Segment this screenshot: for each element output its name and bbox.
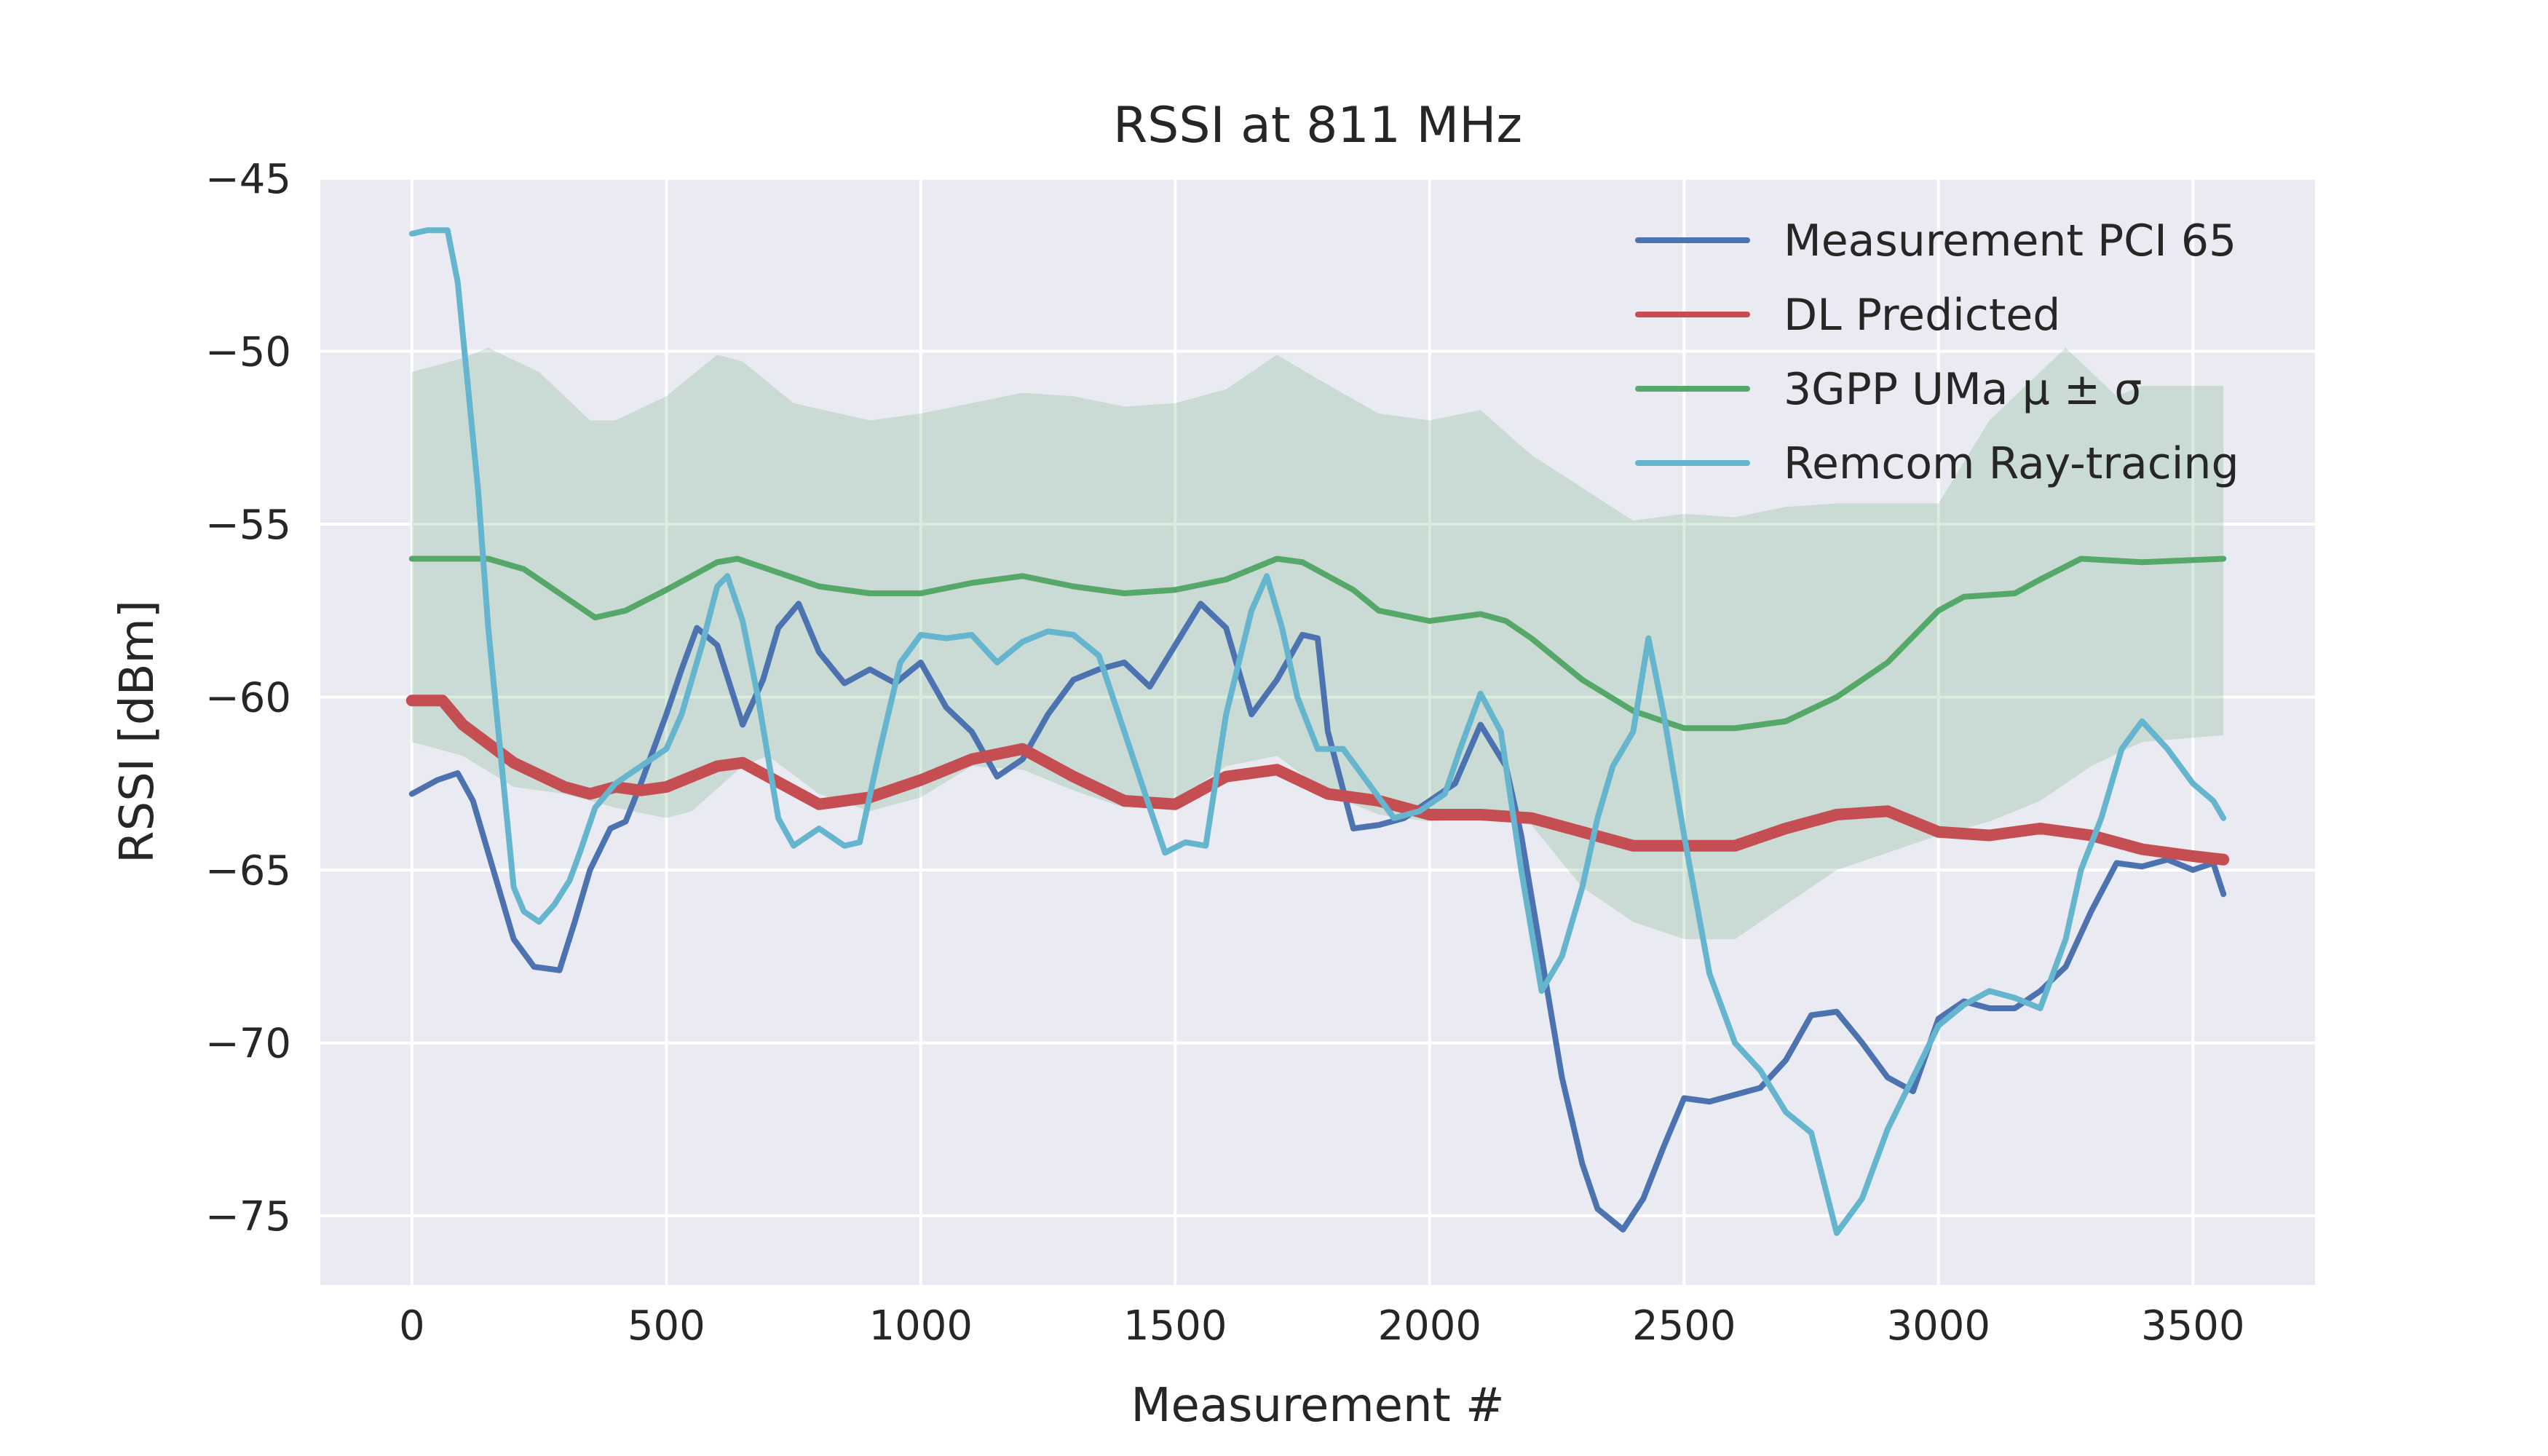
y-axis-label: RSSI [dBm]: [111, 600, 165, 863]
y-tick-labels: −45 −50 −55 −60 −65 −70 −75: [205, 156, 291, 1241]
x-tick-label: 0: [399, 1302, 425, 1350]
y-tick-label: −50: [205, 329, 291, 376]
x-tick-label: 3000: [1886, 1302, 1990, 1350]
series-line-1: [405, 695, 2230, 866]
series-lines: [405, 227, 2230, 1236]
x-tick-label: 3500: [2141, 1302, 2245, 1350]
legend-entry-label: Measurement PCI 65: [1784, 215, 2236, 266]
x-tick-label: 500: [628, 1302, 705, 1350]
x-tick-label: 2000: [1378, 1302, 1482, 1350]
x-tick-labels: 0 500 1000 1500 2000 2500 3000 3500: [399, 1302, 2245, 1350]
chart-title: RSSI at 811 MHz: [1113, 97, 1522, 154]
y-tick-label: −65: [205, 847, 291, 895]
legend-entry-label: 3GPP UMa μ ± σ: [1784, 364, 2142, 415]
x-tick-label: 1000: [869, 1302, 973, 1350]
x-tick-label: 1500: [1123, 1302, 1227, 1350]
y-tick-label: −60: [205, 675, 291, 722]
x-axis-label: Measurement #: [1131, 1379, 1504, 1433]
legend-entry-label: DL Predicted: [1784, 290, 2060, 341]
series-line-2: [408, 555, 2227, 732]
legend-entry-label: Remcom Ray-tracing: [1784, 438, 2239, 489]
plot-area: [320, 178, 2315, 1285]
y-tick-label: −70: [205, 1021, 291, 1068]
grid-lines: [320, 177, 2315, 1285]
y-tick-label: −45: [205, 156, 291, 203]
y-tick-label: −75: [205, 1193, 291, 1241]
y-tick-label: −55: [205, 502, 291, 549]
legend: Measurement PCI 65 DL Predicted 3GPP UMa μ…: [1635, 215, 2239, 489]
x-tick-label: 2500: [1632, 1302, 1736, 1350]
series-line-3: [408, 227, 2227, 1236]
